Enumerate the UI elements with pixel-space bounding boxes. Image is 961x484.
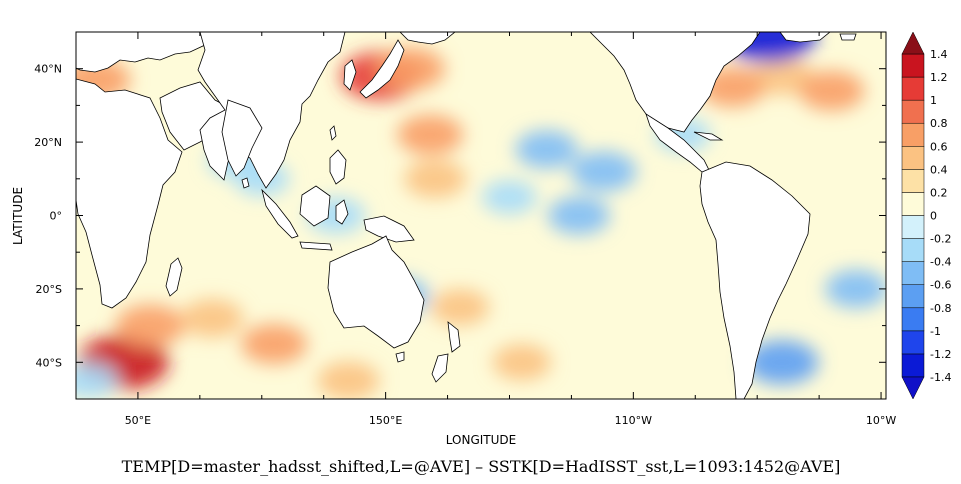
- land-philippines: [329, 149, 347, 185]
- colorbar-label: -0.4: [930, 256, 951, 269]
- anomaly-blob: [317, 361, 380, 399]
- anomaly-blob: [404, 159, 467, 198]
- colorbar-segment: [901, 353, 925, 378]
- colorbar-label: 1: [930, 94, 937, 107]
- x-axis-title: LONGITUDE: [446, 433, 516, 447]
- colorbar-label: 0: [930, 210, 937, 223]
- land-java: [299, 241, 333, 251]
- land-sri-lanka: [241, 177, 250, 189]
- land-europe: [76, 32, 206, 73]
- colorbar-segment: [901, 53, 925, 78]
- colorbar-segment: [901, 169, 925, 193]
- land-sumatra: [261, 188, 299, 239]
- y-tick-label: 40°S: [36, 356, 62, 369]
- chart-title: TEMP[D=master_hadsst_shifted,L=@AVE] – S…: [122, 457, 841, 476]
- land-africa: [76, 78, 183, 309]
- land-cuba: [693, 131, 724, 141]
- colorbar-label: -0.8: [930, 302, 951, 315]
- colorbar-label: 0.6: [930, 140, 948, 153]
- colorbar-under-arrow: [901, 376, 925, 400]
- anomaly-blob: [570, 151, 637, 192]
- land-new-guinea: [363, 215, 415, 243]
- anomaly-blob: [825, 269, 886, 308]
- colorbar-label: -1: [930, 325, 941, 338]
- colorbar-segment: [901, 122, 925, 147]
- y-tick-label: 20°N: [34, 136, 62, 149]
- colorbar-label: -0.6: [930, 279, 951, 292]
- colorbar: 1.4 1.2 1 0.8 0.6 0.4 0.2 0 -0.2 -0.4 -0.6 -0.8 -1 -1…: [901, 31, 951, 400]
- anomaly-blob: [798, 70, 865, 111]
- x-tick-label: 110°W: [615, 414, 652, 427]
- land-new-zealand: [447, 321, 461, 353]
- land-sulawesi: [335, 199, 349, 225]
- anomaly-blob: [482, 180, 537, 215]
- colorbar-segment: [901, 76, 925, 101]
- x-tick-label: 10°W: [866, 414, 896, 427]
- land-borneo: [299, 185, 331, 227]
- land-north-america: [589, 32, 761, 133]
- anomaly-blob: [181, 299, 244, 338]
- land-greenland: [779, 32, 831, 43]
- anomaly-blob: [745, 340, 819, 385]
- land-korea: [343, 59, 357, 91]
- colorbar-label: 0.8: [930, 117, 948, 130]
- colorbar-segment: [901, 330, 925, 355]
- colorbar-segment: [901, 261, 925, 285]
- anomaly-blob: [750, 57, 813, 96]
- colorbar-label: 0.2: [930, 186, 948, 199]
- land-taiwan: [329, 125, 337, 141]
- y-axis-title: LATITUDE: [11, 187, 25, 245]
- y-tick-label: 20°S: [36, 283, 62, 296]
- y-tick-label: 40°N: [34, 63, 62, 76]
- anomaly-blob: [115, 304, 185, 347]
- anomaly-blob: [397, 114, 464, 155]
- anomaly-blob: [76, 362, 118, 399]
- land-ne-asia: [399, 32, 456, 45]
- colorbar-label: -0.2: [930, 233, 951, 246]
- colorbar-label: 1.4: [930, 48, 948, 61]
- colorbar-segment: [901, 146, 925, 170]
- axes: 50°E 150°E 110°W 10°W 40°N 20°N 0° 20°S 40°S: [34, 31, 896, 427]
- land-masses: [76, 32, 857, 399]
- colorbar-label: -1.4: [930, 371, 951, 384]
- colorbar-label: -1.2: [930, 348, 951, 361]
- y-tick-label: 0°: [50, 210, 63, 223]
- x-tick-label: 150°E: [369, 414, 402, 427]
- colorbar-segment: [901, 238, 925, 262]
- colorbar-segment: [901, 215, 925, 239]
- x-tick-label: 50°E: [125, 414, 151, 427]
- land-india: [221, 99, 263, 177]
- anomaly-blob: [547, 196, 610, 235]
- anomaly-blob: [492, 344, 552, 381]
- anomaly-blob: [430, 289, 490, 326]
- colorbar-over-arrow: [901, 31, 925, 55]
- colorbar-segment: [901, 307, 925, 332]
- land-iceland: [839, 33, 857, 41]
- land-new-zealand-south: [431, 353, 449, 383]
- land-madagascar: [165, 257, 183, 297]
- land-australia: [327, 235, 425, 349]
- colorbar-label: 1.2: [930, 71, 948, 84]
- colorbar-label: 0.4: [930, 163, 948, 176]
- land-tasmania: [395, 351, 405, 363]
- land-south-america: [699, 161, 811, 399]
- land-japan: [359, 39, 405, 99]
- colorbar-segment: [901, 284, 925, 309]
- colorbar-segment: [901, 99, 925, 124]
- anomaly-blob: [515, 130, 578, 169]
- colorbar-segment: [901, 192, 925, 216]
- anomaly-blob: [241, 323, 307, 364]
